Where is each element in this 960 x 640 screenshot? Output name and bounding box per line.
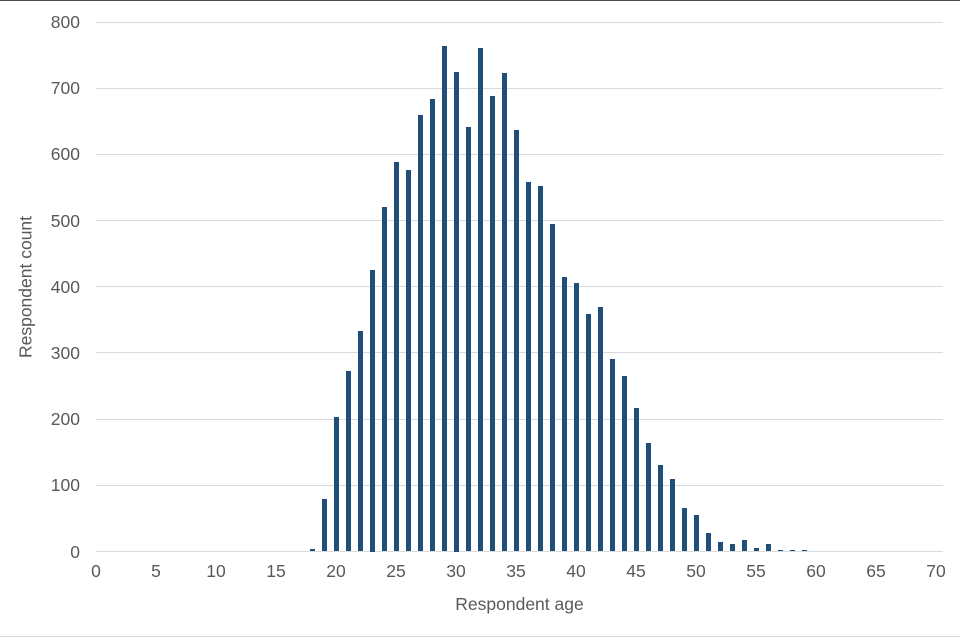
x-tick-label: 45 bbox=[626, 561, 646, 581]
x-tick-label: 50 bbox=[686, 561, 706, 581]
bar-age-56 bbox=[765, 543, 771, 552]
x-axis-title: Respondent age bbox=[455, 594, 584, 614]
x-tick-label: 60 bbox=[806, 561, 826, 581]
x-tick-label: 5 bbox=[151, 561, 161, 581]
bar-age-21 bbox=[345, 370, 351, 552]
x-tick-label: 65 bbox=[866, 561, 886, 581]
gridline bbox=[96, 484, 943, 486]
bar-age-27 bbox=[417, 114, 423, 552]
bar-age-59 bbox=[801, 550, 807, 552]
bar-age-40 bbox=[573, 283, 579, 552]
y-tick-label: 700 bbox=[50, 78, 80, 99]
bar-age-32 bbox=[477, 47, 483, 552]
x-axis-line bbox=[96, 551, 943, 552]
bar-age-37 bbox=[537, 186, 543, 552]
bar-age-20 bbox=[333, 417, 339, 552]
bar-age-33 bbox=[489, 96, 495, 552]
bar-age-46 bbox=[645, 442, 651, 552]
bar-age-38 bbox=[549, 223, 555, 552]
y-tick-label: 0 bbox=[70, 541, 80, 562]
x-tick-label: 30 bbox=[446, 561, 466, 581]
bar-age-39 bbox=[561, 276, 567, 552]
bar-age-30 bbox=[453, 71, 459, 552]
bar-age-29 bbox=[441, 45, 447, 552]
x-tick-label: 0 bbox=[91, 561, 101, 581]
gridline bbox=[96, 220, 943, 222]
bar-age-26 bbox=[405, 169, 411, 552]
bar-age-35 bbox=[513, 129, 519, 552]
bar-age-57 bbox=[777, 549, 783, 552]
bar-age-19 bbox=[321, 498, 327, 552]
bar-age-47 bbox=[657, 465, 663, 552]
bar-age-22 bbox=[357, 331, 363, 552]
y-tick-label: 100 bbox=[50, 475, 80, 496]
bar-age-52 bbox=[717, 542, 723, 552]
x-tick-label: 20 bbox=[326, 561, 346, 581]
window-top-border bbox=[0, 0, 960, 1]
bar-age-36 bbox=[525, 182, 531, 552]
x-tick-label: 55 bbox=[746, 561, 766, 581]
bar-age-43 bbox=[609, 358, 615, 552]
y-tick-label: 300 bbox=[50, 342, 80, 363]
bar-age-51 bbox=[705, 532, 711, 552]
gridline bbox=[96, 286, 943, 288]
x-tick-label: 70 bbox=[926, 561, 946, 581]
y-tick-label: 200 bbox=[50, 409, 80, 430]
bar-age-28 bbox=[429, 99, 435, 552]
bar-age-18 bbox=[309, 548, 315, 552]
gridline bbox=[96, 87, 943, 89]
x-tick-label: 15 bbox=[266, 561, 286, 581]
window-bottom-border bbox=[0, 636, 960, 637]
gridline bbox=[96, 21, 943, 23]
x-tick-label: 40 bbox=[566, 561, 586, 581]
bar-age-49 bbox=[681, 508, 687, 552]
bar-age-41 bbox=[585, 313, 591, 552]
bar-age-54 bbox=[741, 540, 747, 552]
bar-age-58 bbox=[789, 549, 795, 552]
bar-age-23 bbox=[369, 270, 375, 552]
y-tick-label: 600 bbox=[50, 144, 80, 165]
bar-age-45 bbox=[633, 407, 639, 552]
y-tick-label: 800 bbox=[50, 12, 80, 32]
gridline bbox=[96, 153, 943, 155]
y-tick-label: 500 bbox=[50, 210, 80, 231]
gridline bbox=[96, 352, 943, 354]
gridline bbox=[96, 418, 943, 420]
bar-age-24 bbox=[381, 207, 387, 552]
x-tick-label: 35 bbox=[506, 561, 526, 581]
bar-age-25 bbox=[393, 161, 399, 552]
bar-age-31 bbox=[465, 127, 471, 552]
y-tick-label: 400 bbox=[50, 276, 80, 297]
bar-age-42 bbox=[597, 307, 603, 552]
x-tick-label: 10 bbox=[206, 561, 226, 581]
bar-age-48 bbox=[669, 479, 675, 552]
x-tick-label: 25 bbox=[386, 561, 406, 581]
bar-age-34 bbox=[501, 72, 507, 552]
bar-age-55 bbox=[753, 548, 759, 552]
bar-age-44 bbox=[621, 376, 627, 552]
bar-age-53 bbox=[729, 544, 735, 552]
bar-age-50 bbox=[693, 515, 699, 552]
